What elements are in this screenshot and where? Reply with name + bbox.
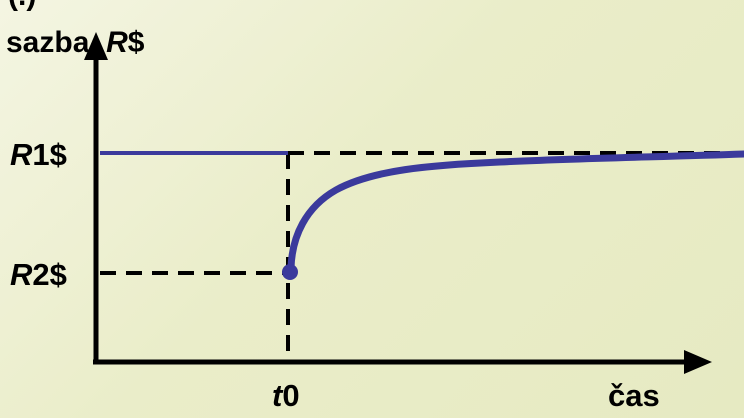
jump-point bbox=[282, 264, 298, 280]
r2-label: R2$ bbox=[10, 257, 67, 292]
y-axis-label: sazba, R$ bbox=[6, 26, 145, 59]
t0-label: t0 bbox=[272, 378, 300, 413]
adjustment-curve bbox=[287, 150, 744, 272]
x-axis-arrow bbox=[684, 350, 712, 374]
top-label-fragment: (.) bbox=[8, 0, 36, 12]
x-axis-label: čas bbox=[608, 378, 660, 413]
y-axis-arrow bbox=[84, 32, 108, 60]
r1-label: R1$ bbox=[10, 137, 67, 172]
